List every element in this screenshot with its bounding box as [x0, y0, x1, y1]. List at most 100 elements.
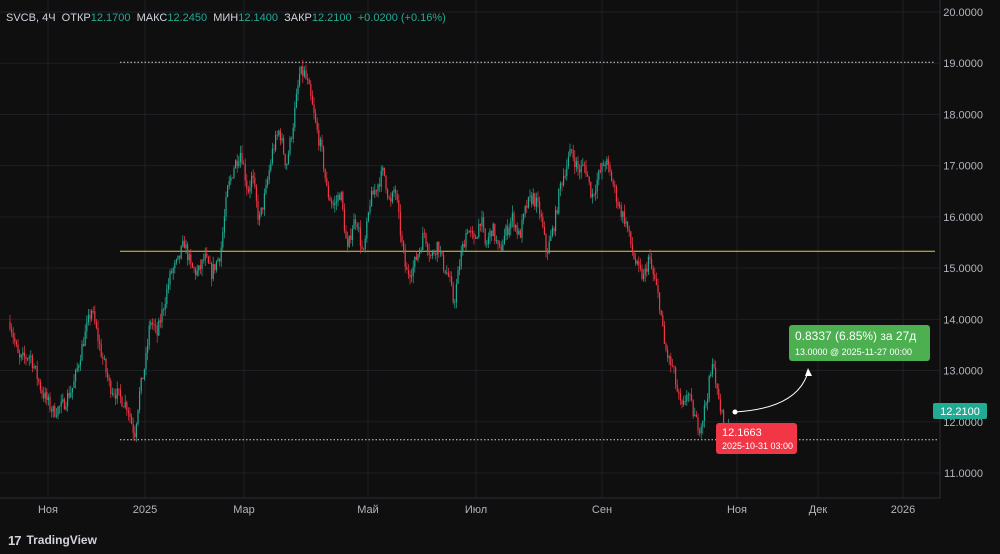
candle-301	[491, 230, 493, 242]
symbol-name[interactable]: SVCB	[6, 12, 36, 24]
candle-210	[345, 225, 347, 239]
candle-269	[439, 245, 441, 257]
candle-343	[558, 188, 560, 215]
candle-435	[705, 401, 707, 409]
candle-175	[289, 135, 291, 157]
candle-260	[425, 232, 427, 247]
candle-380	[617, 197, 619, 210]
candle-300	[489, 228, 491, 245]
interval-label[interactable]: 4Ч	[42, 12, 56, 24]
candle-426	[691, 388, 693, 402]
candle-306	[499, 240, 501, 249]
candle-153	[254, 172, 256, 189]
projection-arrow[interactable]	[732, 368, 813, 415]
low-price-time: 2025-10-31 03:00	[722, 441, 793, 451]
candle-247	[404, 243, 406, 273]
candle-48	[86, 315, 88, 340]
candle-148	[246, 174, 248, 196]
candle-375	[609, 161, 611, 176]
candle-436	[707, 393, 709, 411]
candle-22	[44, 387, 46, 404]
candle-80	[137, 409, 139, 427]
grid	[0, 0, 940, 498]
candle-135	[225, 191, 227, 222]
candle-27	[52, 405, 54, 418]
candle-311	[507, 219, 509, 240]
candle-207	[340, 191, 342, 202]
candle-17	[36, 360, 38, 387]
candle-33	[62, 393, 64, 404]
time-tick-7: Дек	[809, 504, 828, 516]
price-tick-0: 20.0000	[943, 7, 983, 19]
candle-388	[630, 230, 632, 249]
candle-296	[483, 211, 485, 233]
candle-91	[155, 318, 157, 334]
last-price-badge[interactable]: 12.2100	[933, 403, 987, 420]
candle-15	[33, 363, 35, 370]
candle-329	[535, 192, 537, 213]
candle-174	[287, 150, 289, 165]
candle-214	[351, 225, 353, 247]
candle-198	[326, 171, 328, 187]
candle-69	[119, 384, 121, 404]
candle-19	[39, 378, 41, 394]
candle-252	[412, 260, 414, 284]
candle-266	[435, 252, 437, 260]
candle-357	[580, 159, 582, 179]
candle-62	[108, 374, 110, 387]
candle-65	[113, 388, 115, 398]
candle-78	[134, 425, 136, 442]
candle-128	[214, 263, 216, 274]
candle-6	[19, 349, 21, 365]
candle-107	[180, 244, 182, 260]
candle-163	[270, 159, 272, 173]
low-label: МИН	[213, 12, 239, 24]
candle-141	[235, 159, 237, 169]
candle-176	[291, 136, 293, 143]
candle-434	[703, 399, 705, 428]
candle-131	[219, 258, 221, 267]
candle-248	[406, 262, 408, 271]
candle-164	[271, 142, 273, 166]
candle-137	[228, 176, 230, 190]
candle-363	[590, 181, 592, 199]
candle-136	[227, 184, 229, 198]
candle-422	[684, 394, 686, 406]
candle-419	[679, 388, 681, 405]
candle-43	[78, 363, 80, 373]
candle-83	[142, 377, 144, 380]
close-value: 12.2100	[311, 12, 352, 24]
candle-294	[479, 223, 481, 232]
price-tick-8: 12.0000	[943, 417, 983, 429]
branding[interactable]: 17 TradingView	[8, 532, 97, 548]
candle-397	[644, 264, 646, 282]
time-axis[interactable]	[0, 498, 1000, 528]
candle-181	[299, 66, 301, 88]
low-price-badge[interactable]: 12.1663 2025-10-31 03:00	[716, 423, 797, 454]
candle-228	[374, 183, 376, 198]
candle-156	[259, 211, 261, 226]
candles	[9, 59, 729, 442]
candle-320	[521, 214, 523, 243]
candle-416	[675, 365, 677, 390]
projection-badge[interactable]: 0.8337 (6.85%) за 27д 13.0000 @ 2025-11-2…	[789, 325, 930, 361]
time-tick-3: Май	[357, 504, 379, 516]
candle-314	[511, 205, 513, 228]
candle-377	[612, 178, 614, 188]
candle-61	[107, 368, 109, 382]
candle-123	[206, 247, 208, 259]
candle-125	[209, 255, 211, 264]
candle-353	[574, 150, 576, 175]
candle-112	[188, 250, 190, 265]
candle-192	[316, 117, 318, 134]
candle-297	[484, 228, 486, 247]
candle-392	[636, 259, 638, 266]
candle-162	[268, 164, 270, 184]
price-tick-1: 19.0000	[943, 58, 983, 70]
candle-394	[639, 258, 641, 272]
candle-408	[662, 311, 664, 327]
candle-90	[153, 319, 155, 331]
candle-354	[575, 157, 577, 172]
candle-341	[555, 205, 557, 237]
